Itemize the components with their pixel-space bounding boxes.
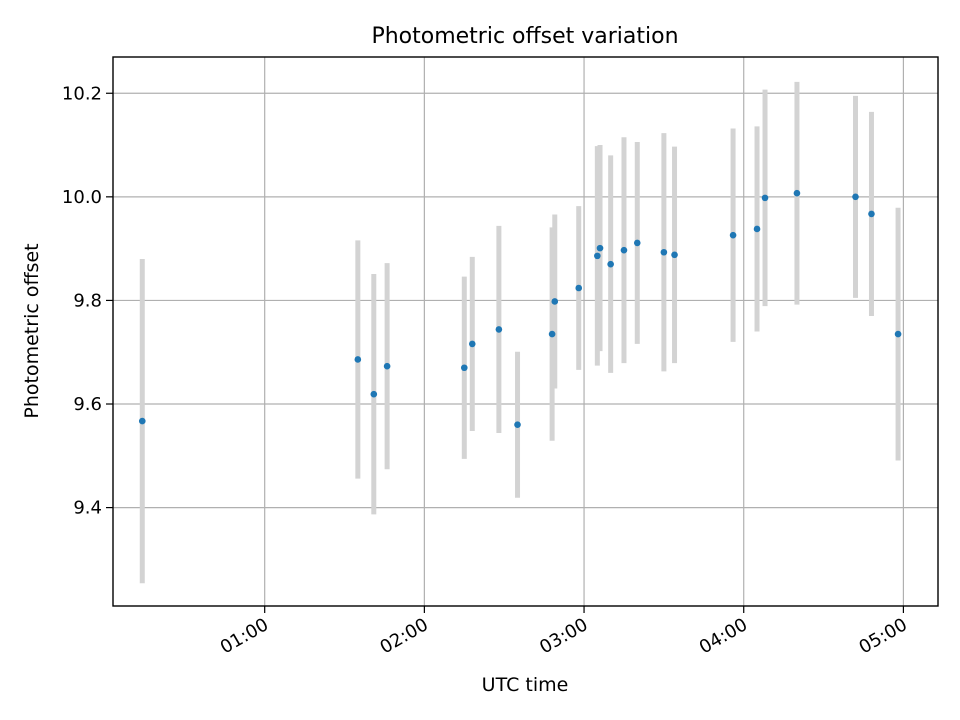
data-point (633, 239, 641, 247)
chart-title: Photometric offset variation (371, 24, 678, 49)
data-points (138, 189, 902, 429)
data-point (596, 244, 604, 252)
y-gridlines (113, 92, 938, 509)
data-point (894, 330, 902, 338)
data-point (660, 248, 668, 256)
plot-frame (112, 56, 939, 607)
y-axis-label: Photometric offset (21, 243, 43, 418)
data-point (551, 298, 559, 305)
x-axis-label: UTC time (482, 674, 569, 696)
x-gridlines (264, 57, 905, 606)
data-point (607, 260, 614, 268)
data-point (575, 284, 583, 292)
data-point (594, 252, 601, 260)
data-point (868, 210, 875, 218)
data-point (620, 246, 628, 254)
data-point (852, 193, 859, 201)
y-tick-label: 10.2 (62, 83, 102, 104)
y-ticks: 9.4 9.6 9.8 10.0 10.2 (62, 83, 113, 519)
data-point (370, 390, 378, 398)
data-point (671, 251, 678, 259)
data-point (761, 194, 769, 202)
data-point (495, 326, 503, 333)
data-point (468, 340, 476, 348)
y-tick-label: 9.6 (73, 394, 102, 415)
y-tick-label: 9.4 (73, 498, 102, 519)
y-tick-label: 9.8 (73, 290, 102, 311)
data-point (729, 231, 737, 239)
data-point (514, 421, 521, 429)
data-point (793, 189, 801, 197)
data-point (548, 330, 556, 338)
y-tick-label: 10.0 (62, 187, 102, 208)
data-point (138, 417, 146, 425)
data-point (383, 362, 391, 370)
data-point (354, 356, 362, 363)
data-point (753, 225, 761, 233)
data-point (460, 364, 468, 372)
